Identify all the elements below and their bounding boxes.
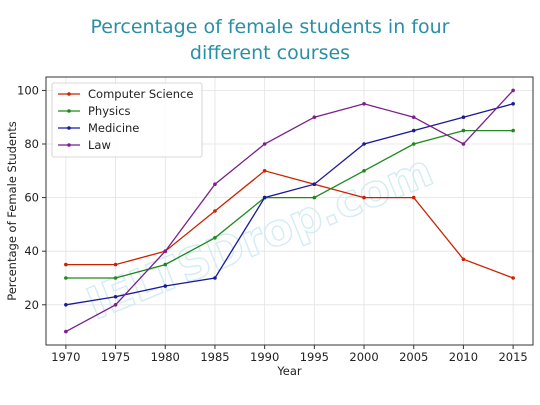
x-tick-label: 2010 [449, 350, 478, 364]
legend-marker-physics [67, 109, 71, 113]
data-point-law [163, 249, 168, 253]
data-point-law [64, 329, 68, 334]
data-point-law [262, 142, 267, 146]
x-tick-label: 2005 [399, 350, 428, 364]
data-point-physics [362, 169, 366, 173]
x-tick-label: 1975 [101, 350, 130, 364]
data-point-computer-science [213, 209, 217, 213]
data-point-medicine [511, 102, 515, 106]
data-point-computer-science [64, 262, 68, 267]
data-point-law [511, 88, 515, 93]
y-tick-label: 60 [24, 191, 39, 205]
x-tick-label: 1980 [151, 350, 180, 364]
data-point-medicine [163, 284, 168, 288]
data-point-physics [312, 195, 317, 200]
data-point-physics [411, 142, 416, 146]
data-point-law [312, 115, 317, 119]
legend-box [51, 82, 203, 158]
x-axis-label: Year [276, 364, 302, 378]
data-point-physics [163, 262, 168, 267]
y-tick-label: 40 [24, 244, 39, 258]
x-tick-label: 1970 [51, 350, 80, 364]
data-point-medicine [113, 294, 118, 299]
data-point-law [362, 102, 366, 106]
x-tick-label: 1995 [300, 350, 329, 364]
legend-marker-law [67, 143, 71, 147]
data-point-law [411, 115, 416, 119]
data-point-medicine [213, 276, 217, 280]
data-point-computer-science [461, 257, 466, 262]
legend-label-physics: Physics [88, 104, 131, 118]
data-point-law [213, 182, 217, 186]
x-tick-label: 1985 [200, 350, 229, 364]
data-point-physics [113, 276, 118, 280]
series-line-law [65, 89, 514, 333]
data-point-medicine [362, 142, 366, 146]
y-tick-label: 20 [24, 298, 39, 312]
x-tick-label: 2015 [498, 350, 527, 364]
data-point-computer-science [511, 276, 515, 280]
x-tick-label: 2000 [349, 350, 378, 364]
series-line-medicine [65, 103, 514, 306]
series-line-physics [65, 129, 514, 279]
plot-frame [45, 76, 534, 346]
data-point-physics [461, 128, 466, 133]
data-point-physics [64, 276, 68, 280]
legend-label-computer-science: Computer Science [88, 87, 193, 101]
watermark-text: IELTSDrop.com [80, 145, 440, 330]
legend-label-law: Law [88, 138, 111, 152]
data-point-law [461, 142, 466, 146]
series-line-computer-science [65, 170, 514, 279]
legend-marker-computer-science [67, 92, 71, 96]
data-point-computer-science [411, 195, 416, 200]
y-axis-label: Percentage of Female Students [5, 121, 19, 301]
data-point-physics [511, 128, 515, 133]
data-point-medicine [64, 303, 68, 307]
x-tick-label: 1990 [250, 350, 279, 364]
data-point-computer-science [362, 195, 366, 200]
data-point-computer-science [113, 262, 118, 267]
data-point-medicine [262, 195, 267, 200]
data-point-medicine [461, 115, 466, 119]
y-tick-label: 80 [24, 137, 39, 151]
legend-label-medicine: Medicine [88, 121, 139, 135]
data-point-law [113, 303, 118, 307]
data-point-medicine [312, 182, 317, 186]
data-point-physics [213, 236, 217, 240]
legend-marker-medicine [67, 126, 71, 130]
y-tick-label: 100 [17, 83, 39, 97]
data-point-medicine [411, 128, 416, 133]
chart-title: Percentage of female students in four di… [90, 16, 450, 64]
data-point-computer-science [262, 169, 267, 173]
